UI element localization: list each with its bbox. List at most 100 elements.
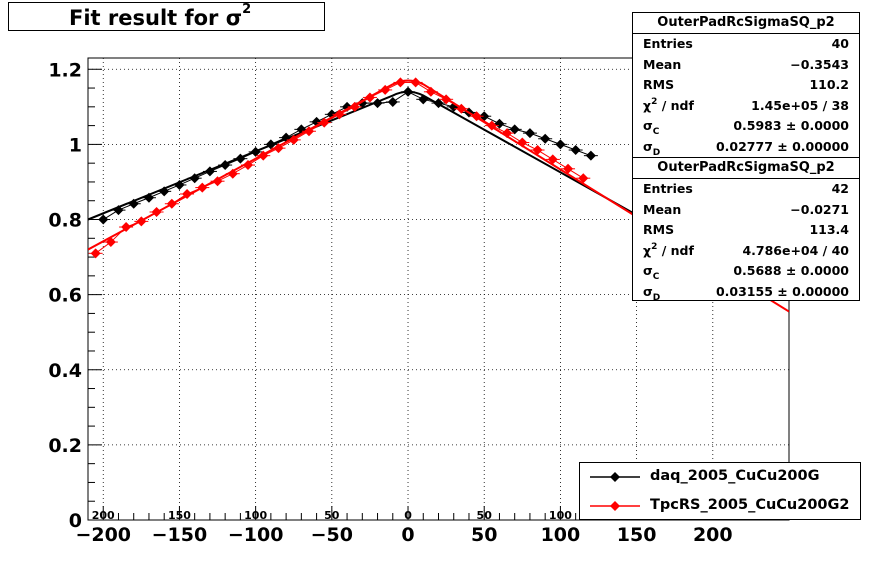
x-tick-label: −150: [152, 524, 208, 546]
data-point: [143, 192, 154, 203]
fit-curve-1: [88, 79, 789, 313]
data-point: [105, 237, 116, 248]
legend: daq_2005_CuCu200G TpcRS_2005_CuCu200G2: [579, 462, 861, 520]
x-tick-label: 0: [401, 524, 414, 546]
y-tick-label: 0.6: [48, 285, 82, 307]
stats-sigma-d: σD 0.02777 ± 0.00000: [643, 138, 849, 158]
legend-label-daq: daq_2005_CuCu200G: [650, 468, 820, 484]
x-tick-label: −100: [228, 524, 284, 546]
data-point: [265, 139, 276, 150]
y-tick-label: 0.4: [48, 360, 82, 382]
data-point: [159, 186, 170, 197]
data-point: [273, 143, 284, 154]
stats-entries: Entries 42: [643, 181, 849, 196]
stats-sigma-d: σD 0.03155 ± 0.00000: [643, 283, 849, 303]
x-tick-label: −200: [75, 524, 131, 546]
data-point: [334, 109, 345, 120]
stats-entries: Entries 40: [643, 36, 849, 51]
x-tick-label: 50: [471, 524, 497, 546]
data-point: [532, 145, 543, 156]
data-point: [90, 248, 101, 259]
data-point: [547, 154, 558, 165]
data-point: [349, 101, 360, 112]
data-point: [235, 153, 246, 164]
stats-rms: RMS 113.4: [643, 222, 849, 238]
stats-box-1: OuterPadRcSigmaSQ_p2 Entries 40 Mean −0.35…: [632, 12, 860, 158]
data-point: [364, 92, 375, 103]
data-point: [174, 179, 185, 190]
x-tick-label: 200: [693, 524, 733, 546]
x-inner-tick-label: 100: [244, 509, 267, 522]
data-point: [380, 84, 391, 95]
x-inner-tick-label: 150: [168, 509, 191, 522]
data-point: [372, 98, 383, 109]
data-point: [182, 188, 193, 199]
stats-box-title: OuterPadRcSigmaSQ_p2: [633, 158, 859, 179]
data-point: [403, 86, 414, 97]
x-inner-tick-label: 100: [549, 509, 572, 522]
data-point: [113, 205, 124, 216]
y-tick-label: 1.2: [48, 59, 82, 81]
data-point: [486, 120, 497, 131]
data-point: [387, 96, 398, 107]
data-point: [456, 103, 467, 114]
stats-sigma-c: σC 0.5983 ± 0.0000: [643, 118, 849, 138]
data-point: [166, 198, 177, 209]
chart-title: Fit result for σ2: [69, 2, 252, 30]
data-point: [540, 133, 551, 144]
data-point: [425, 86, 436, 97]
data-point: [288, 134, 299, 145]
data-point: [258, 150, 269, 161]
legend-label-tpcrs: TpcRS_2005_CuCu200G2: [650, 497, 850, 513]
x-inner-tick-label: 0: [404, 509, 412, 522]
data-point: [570, 145, 581, 156]
data-point: [410, 77, 421, 88]
data-point: [227, 168, 238, 179]
data-point: [509, 124, 520, 135]
data-point: [494, 118, 505, 129]
data-point: [441, 94, 452, 105]
data-point: [128, 198, 139, 209]
stats-rms: RMS 110.2: [643, 77, 849, 93]
stats-chi2: χ2 / ndf 1.45e+05 / 38: [643, 96, 849, 113]
data-point: [197, 182, 208, 193]
data-point: [517, 137, 528, 148]
data-point: [136, 216, 147, 227]
data-point: [98, 214, 109, 225]
data-point: [121, 222, 132, 233]
data-point: [220, 160, 231, 171]
x-inner-tick-label: 50: [477, 509, 493, 522]
data-point: [303, 126, 314, 137]
x-inner-tick-label: 50: [324, 509, 340, 522]
data-point: [502, 128, 513, 139]
data-point: [418, 94, 429, 105]
x-inner-tick-label: 200: [92, 509, 115, 522]
data-point: [563, 163, 574, 174]
stats-mean: Mean −0.0271: [643, 201, 849, 217]
title-box: Fit result for σ2: [8, 2, 325, 31]
data-point: [524, 128, 535, 139]
data-point: [243, 160, 254, 171]
data-point: [189, 173, 200, 184]
data-point: [250, 146, 261, 157]
stats-sigma-c: σC 0.5688 ± 0.0000: [643, 263, 849, 283]
y-tick-label: 0: [69, 510, 82, 532]
data-point: [319, 117, 330, 128]
data-point: [204, 166, 215, 177]
legend-marker-tpcrs-icon: [590, 501, 640, 511]
data-point: [433, 98, 444, 109]
legend-entry-tpcrs: TpcRS_2005_CuCu200G2: [580, 492, 860, 521]
x-tick-label: 100: [541, 524, 581, 546]
data-point: [555, 139, 566, 150]
stats-chi2: χ2 / ndf 4.786e+04 / 40: [643, 241, 849, 258]
y-tick-label: 0.2: [48, 435, 82, 457]
x-tick-label: −50: [311, 524, 353, 546]
data-point: [212, 176, 223, 187]
y-tick-label: 1: [69, 134, 82, 156]
data-point: [151, 207, 162, 217]
stats-box-2: OuterPadRcSigmaSQ_p2 Entries 42 Mean −0.02…: [632, 157, 860, 303]
data-point: [479, 111, 490, 122]
data-point: [578, 173, 589, 184]
stats-mean: Mean −0.3543: [643, 56, 849, 72]
x-tick-label: 150: [617, 524, 657, 546]
